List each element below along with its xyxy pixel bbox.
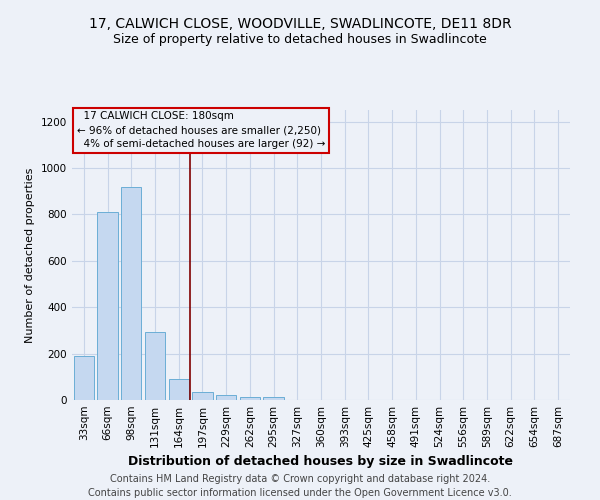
Bar — [145, 332, 165, 400]
Text: 17 CALWICH CLOSE: 180sqm  
← 96% of detached houses are smaller (2,250)
  4% of : 17 CALWICH CLOSE: 180sqm ← 96% of detach… — [77, 112, 325, 150]
Bar — [193, 392, 212, 400]
Text: 17, CALWICH CLOSE, WOODVILLE, SWADLINCOTE, DE11 8DR: 17, CALWICH CLOSE, WOODVILLE, SWADLINCOT… — [89, 18, 511, 32]
Bar — [97, 212, 118, 400]
Text: Size of property relative to detached houses in Swadlincote: Size of property relative to detached ho… — [113, 32, 487, 46]
Bar — [121, 186, 142, 400]
Text: Contains HM Land Registry data © Crown copyright and database right 2024.
Contai: Contains HM Land Registry data © Crown c… — [88, 474, 512, 498]
X-axis label: Distribution of detached houses by size in Swadlincote: Distribution of detached houses by size … — [128, 456, 514, 468]
Y-axis label: Number of detached properties: Number of detached properties — [25, 168, 35, 342]
Bar — [240, 396, 260, 400]
Bar — [263, 397, 284, 400]
Bar — [216, 396, 236, 400]
Bar — [169, 379, 189, 400]
Bar — [74, 356, 94, 400]
